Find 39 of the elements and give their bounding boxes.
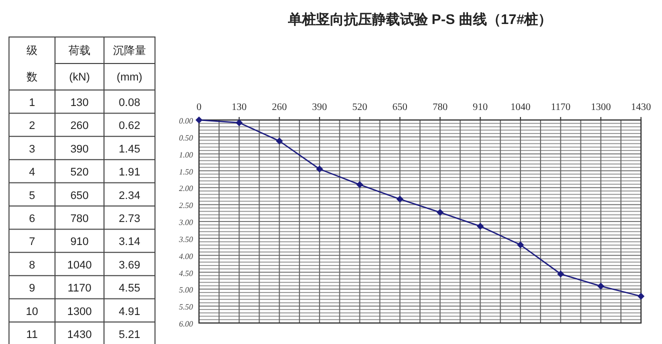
y-tick-label: 1.00 [179, 150, 193, 160]
point [276, 137, 283, 144]
y-tick-label: 0.00 [179, 116, 193, 126]
x-tick-label: 780 [432, 102, 448, 113]
x-tick-label: 520 [352, 102, 368, 113]
y-tick-label: 6.00 [179, 320, 193, 328]
point [196, 116, 202, 124]
point [476, 222, 484, 230]
x-tick-label: 650 [392, 102, 408, 113]
y-tick-label: 2.50 [179, 201, 193, 210]
x-tick-label: 0 [196, 102, 202, 113]
point [516, 241, 524, 248]
point [436, 208, 444, 216]
x-tick-label: 130 [232, 102, 247, 113]
x-tick-label: 910 [472, 102, 488, 113]
x-tick-label: 390 [312, 102, 328, 113]
y-tick-label: 5.50 [179, 302, 193, 312]
y-tick-label: 3.50 [178, 234, 193, 244]
chart-title: 单桩竖向抗压静载试验 P-S 曲线（17#桩） [286, 11, 552, 27]
point [638, 292, 644, 300]
y-tick-label: 3.00 [178, 218, 193, 227]
y-tick-label: 4.50 [179, 268, 193, 278]
y-tick-label: 4.00 [179, 252, 193, 261]
x-tick-label: 1430 [631, 102, 651, 113]
point [396, 196, 404, 203]
x-tick-label: 1300 [590, 102, 611, 113]
point [316, 166, 324, 173]
y-tick-label: 0.50 [179, 133, 193, 142]
point [356, 181, 364, 188]
point [236, 119, 243, 126]
table: 级 数 荷载 (kN) 沉降量 (mm) 1 130 0.08 2 260 0.62 3 390 1.45 4 520 1.91 5 650 2.34 6 780 2.73 7 910 3.14 8 1040 3.69 9 1170 4.55 10 1300 4.91 11 1430 5.21 [8, 36, 156, 344]
y-tick-label: 1.50 [179, 167, 193, 176]
x-tick-label: 1170 [550, 102, 570, 113]
x-tick-label: 260 [272, 102, 287, 113]
x-tick-label: 1040 [510, 102, 530, 113]
y-tick-label: 5.00 [179, 286, 193, 295]
y-tick-label: 2.00 [179, 184, 193, 194]
point [557, 270, 564, 278]
point [597, 282, 604, 290]
